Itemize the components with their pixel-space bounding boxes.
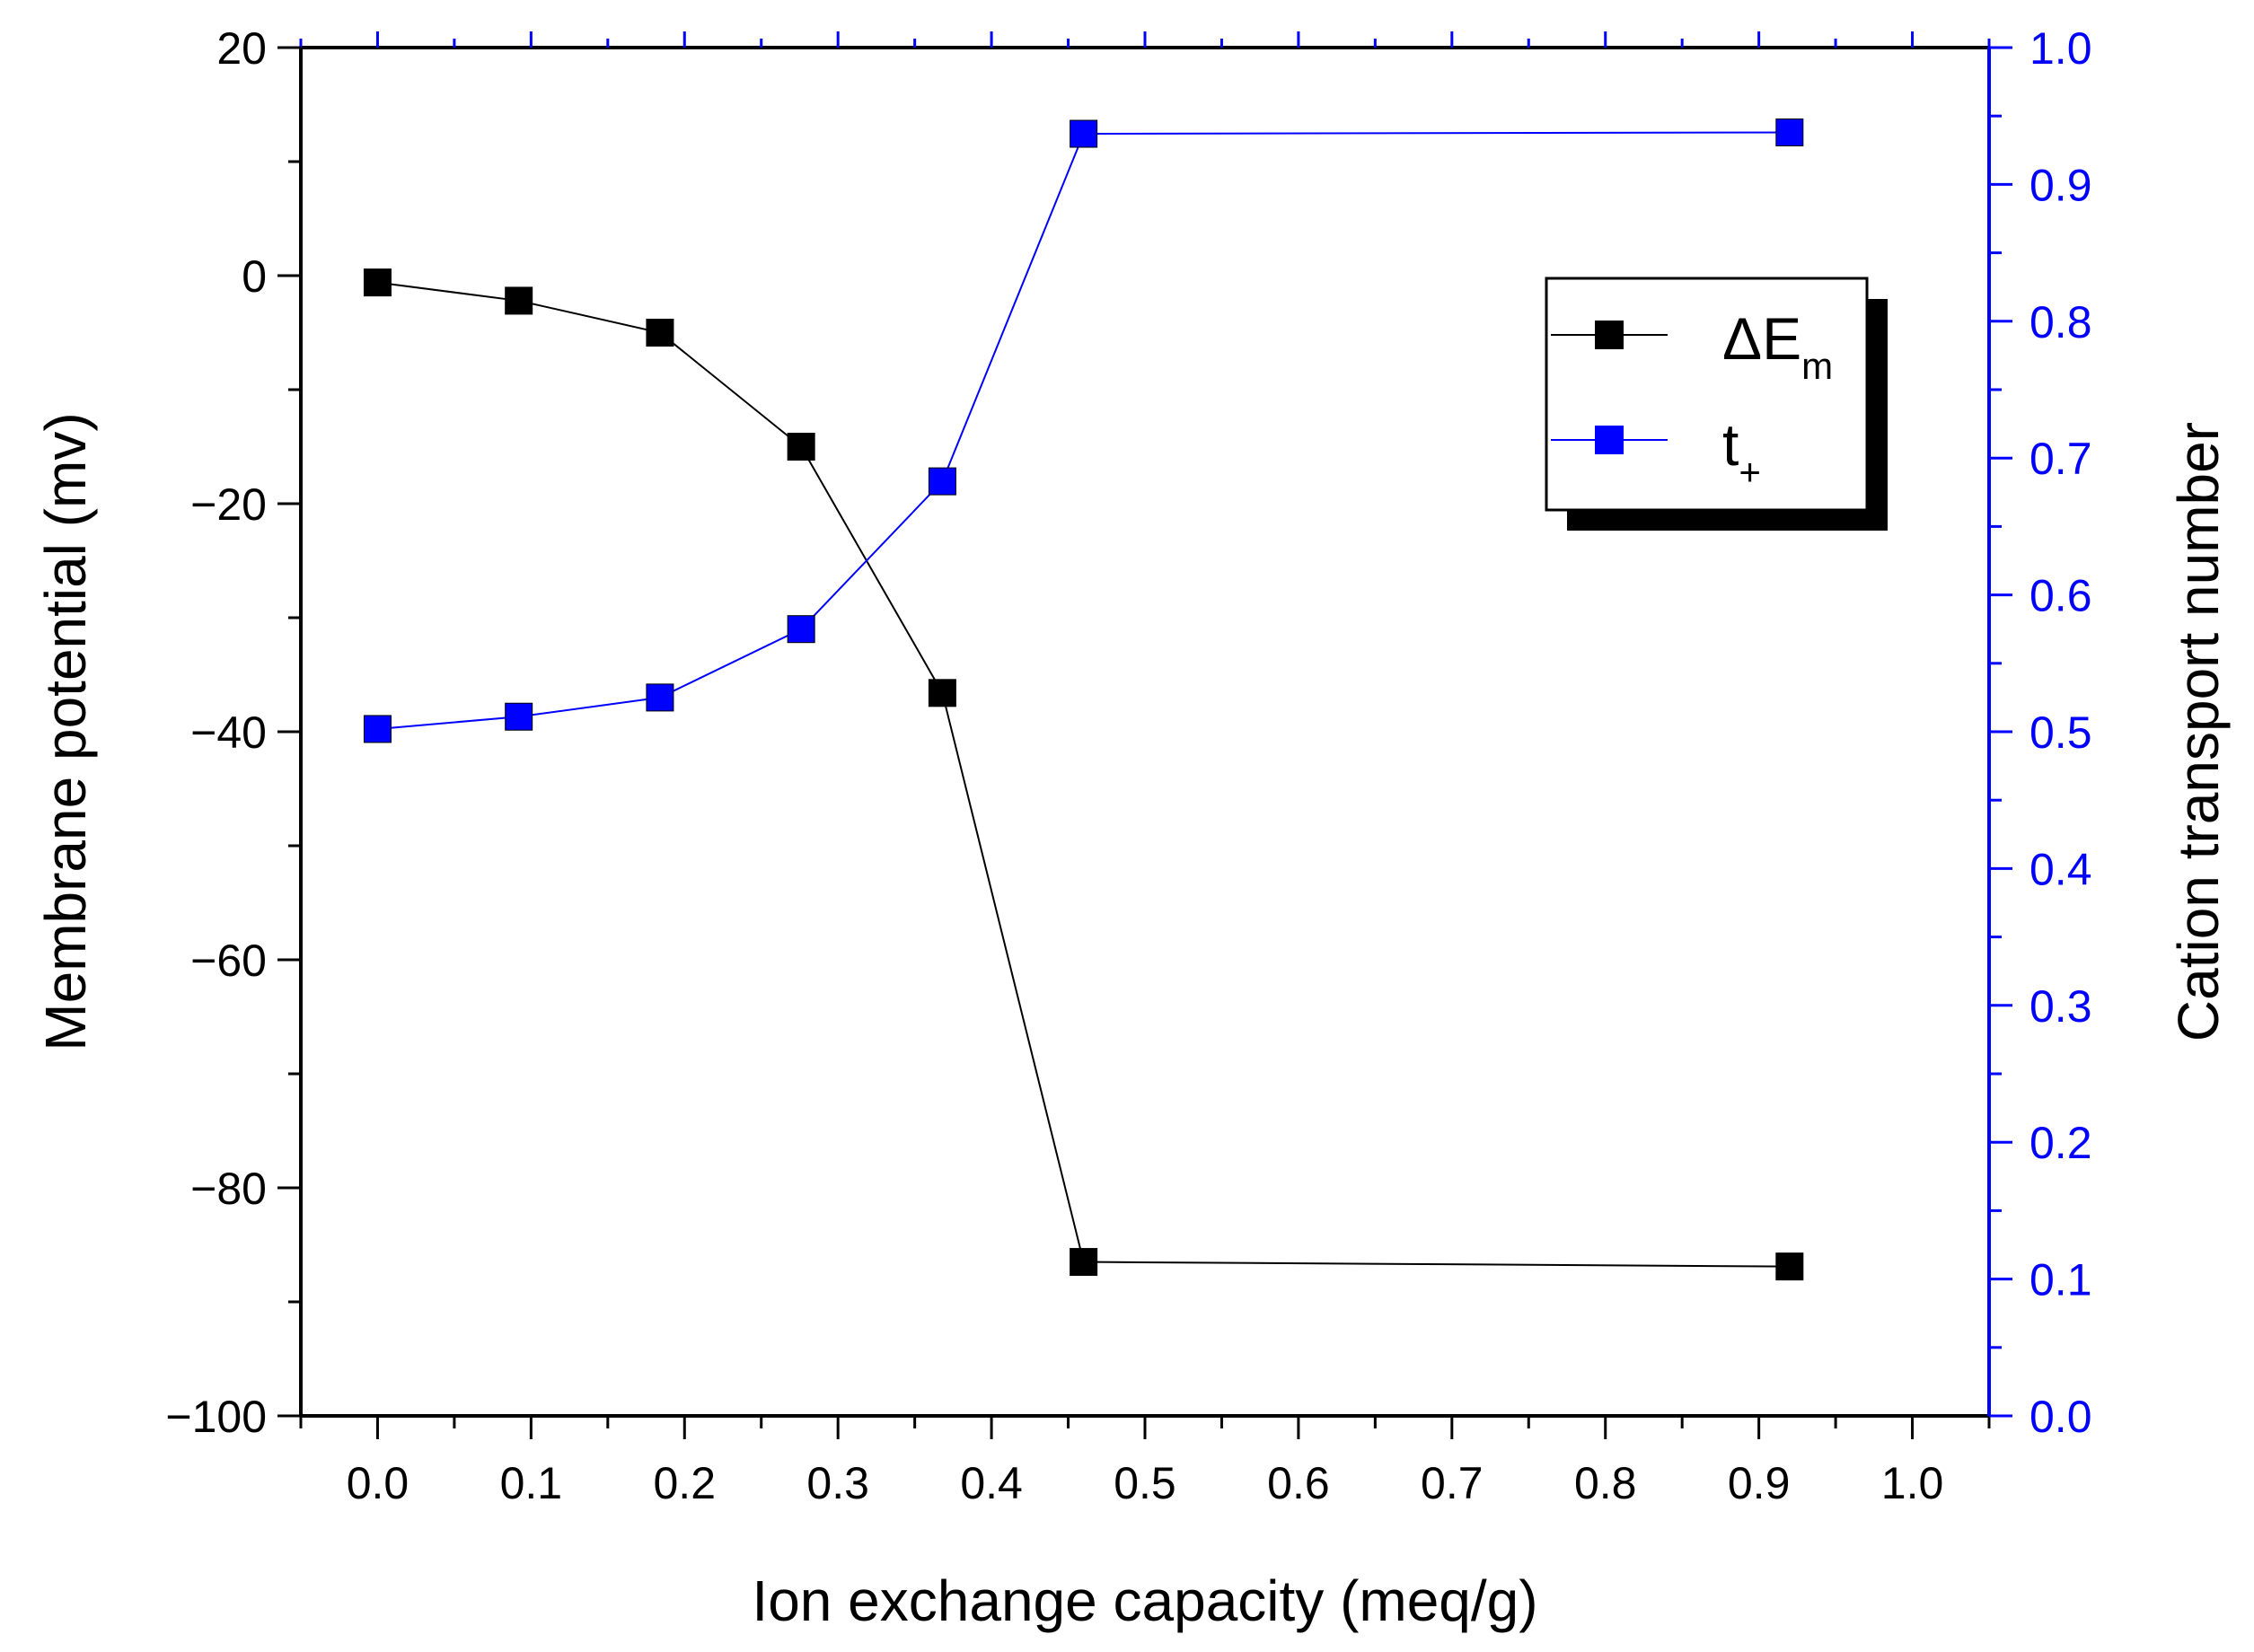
legend-entry-delta-e: ΔEm [1551,305,1833,387]
x-tick-label: 0.0 [347,1458,409,1508]
y-left-tick-label: 0 [242,251,267,302]
x-tick-label: 0.4 [960,1458,1023,1508]
y-left-tick-label: −100 [165,1392,267,1442]
legend-label-t-plus: t+ [1722,411,1761,493]
series-0-point [646,319,674,347]
legend-label-t-plus-sub: + [1739,451,1761,493]
series-1-point [1070,119,1098,148]
x-tick-label: 1.0 [1881,1458,1944,1508]
y-left-tick-label: −40 [190,707,267,758]
legend-entry-t-plus: t+ [1551,411,1761,493]
y-left-tick-label: −20 [190,479,267,530]
series-1-point [787,615,815,644]
legend-label-t-plus-main: t [1722,411,1739,478]
x-tick-label: 0.3 [806,1458,869,1508]
y-left-tick-label: 20 [216,23,267,74]
x-tick-label: 0.8 [1574,1458,1637,1508]
series-1-point [505,702,533,731]
series-1-point [646,683,674,712]
tick-marks [277,31,2012,1439]
y-axis-right-title: Cation transport number [2166,422,2231,1041]
legend-label-delta-e: ΔEm [1722,305,1833,387]
legend-marker-t-plus [1595,426,1624,454]
y-right-tick-label: 0.6 [2029,571,2092,621]
y-right-tick-label: 0.7 [2029,434,2092,484]
y-right-tick-label: 0.9 [2029,160,2092,210]
series-0-point [505,286,533,315]
y-axis-left-title: Membrane potential (mv) [33,412,98,1050]
y-left-tick-label: −60 [190,936,267,986]
legend-label-delta-e-main: ΔE [1722,305,1801,372]
y-right-tick-label: 0.8 [2029,297,2092,347]
series-1-point [1775,118,1804,146]
y-right-tick-label: 0.2 [2029,1118,2092,1168]
y-right-tick-label: 0.3 [2029,981,2092,1032]
x-tick-label: 0.9 [1728,1458,1791,1508]
series-0-point [787,433,815,461]
series-0-point [1070,1248,1098,1277]
legend-label-delta-e-sub: m [1801,345,1833,387]
x-tick-label: 0.6 [1267,1458,1330,1508]
y-right-tick-label: 0.5 [2029,707,2092,758]
x-tick-label: 0.1 [500,1458,563,1508]
legend-marker-delta-e [1595,321,1624,349]
series-1-point [363,715,392,743]
y-right-tick-label: 0.0 [2029,1392,2092,1442]
y-right-tick-label: 0.1 [2029,1255,2092,1305]
series-0-point [363,268,392,297]
x-tick-label: 0.5 [1114,1458,1176,1508]
y-right-tick-label: 1.0 [2029,23,2092,74]
series-1-point [928,467,956,496]
legend: ΔEm t+ [1545,277,1888,531]
y-left-tick-label: −80 [190,1164,267,1214]
x-tick-label: 0.7 [1421,1458,1484,1508]
legend-box [1545,277,1869,512]
series-0-point [1775,1252,1804,1281]
tick-labels: 0.0 0.1 0.2 0.3 0.4 0.5 0.6 0.7 0.8 0.9 1.0 −100 −80… [165,23,2091,1508]
y-right-tick-label: 0.4 [2029,844,2092,894]
x-axis-title: Ion exchange capacity (meq/g) [752,1569,1537,1633]
x-tick-label: 0.2 [654,1458,717,1508]
series-0-point [928,679,956,707]
series-layer [363,118,1804,1281]
